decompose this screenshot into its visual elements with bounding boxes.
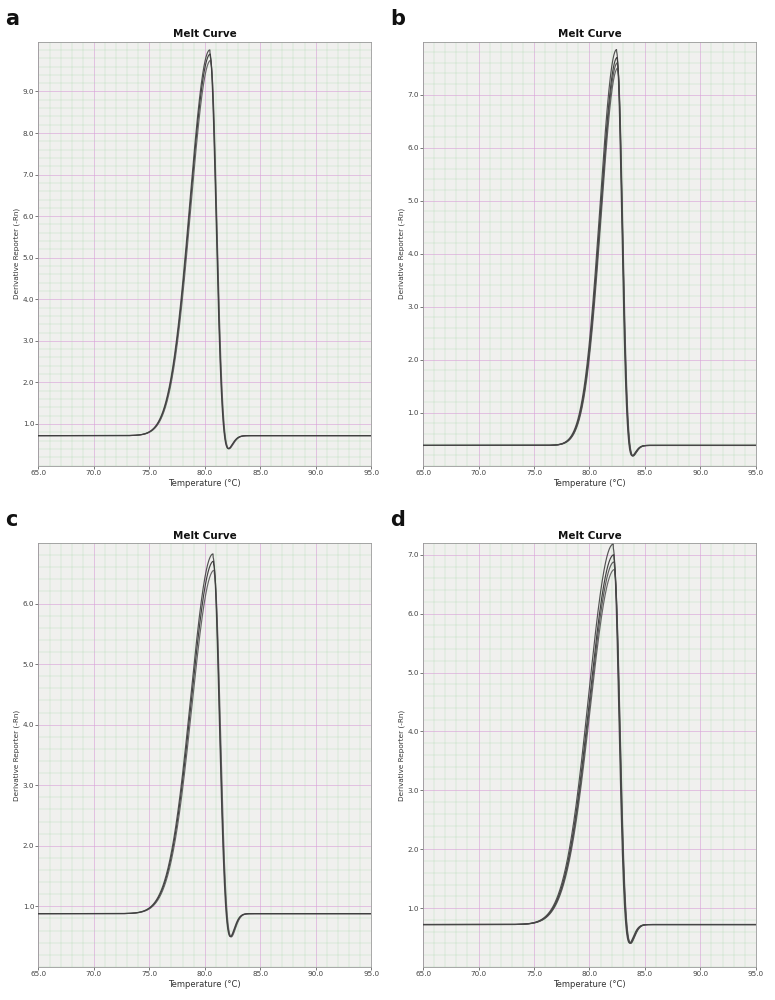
X-axis label: Temperature (°C): Temperature (°C) [553, 980, 625, 989]
Text: c: c [5, 510, 18, 530]
Y-axis label: Derivative Reporter (-Rn): Derivative Reporter (-Rn) [13, 208, 20, 299]
Text: b: b [390, 9, 405, 29]
Title: Melt Curve: Melt Curve [557, 531, 622, 541]
Title: Melt Curve: Melt Curve [557, 29, 622, 39]
Text: a: a [5, 9, 19, 29]
X-axis label: Temperature (°C): Temperature (°C) [168, 479, 241, 488]
X-axis label: Temperature (°C): Temperature (°C) [168, 980, 241, 989]
Y-axis label: Derivative Reporter (-Rn): Derivative Reporter (-Rn) [398, 709, 405, 801]
X-axis label: Temperature (°C): Temperature (°C) [553, 479, 625, 488]
Y-axis label: Derivative Reporter (-Rn): Derivative Reporter (-Rn) [398, 208, 405, 299]
Y-axis label: Derivative Reporter (-Rn): Derivative Reporter (-Rn) [13, 709, 20, 801]
Title: Melt Curve: Melt Curve [173, 531, 236, 541]
Title: Melt Curve: Melt Curve [173, 29, 236, 39]
Text: d: d [390, 510, 405, 530]
